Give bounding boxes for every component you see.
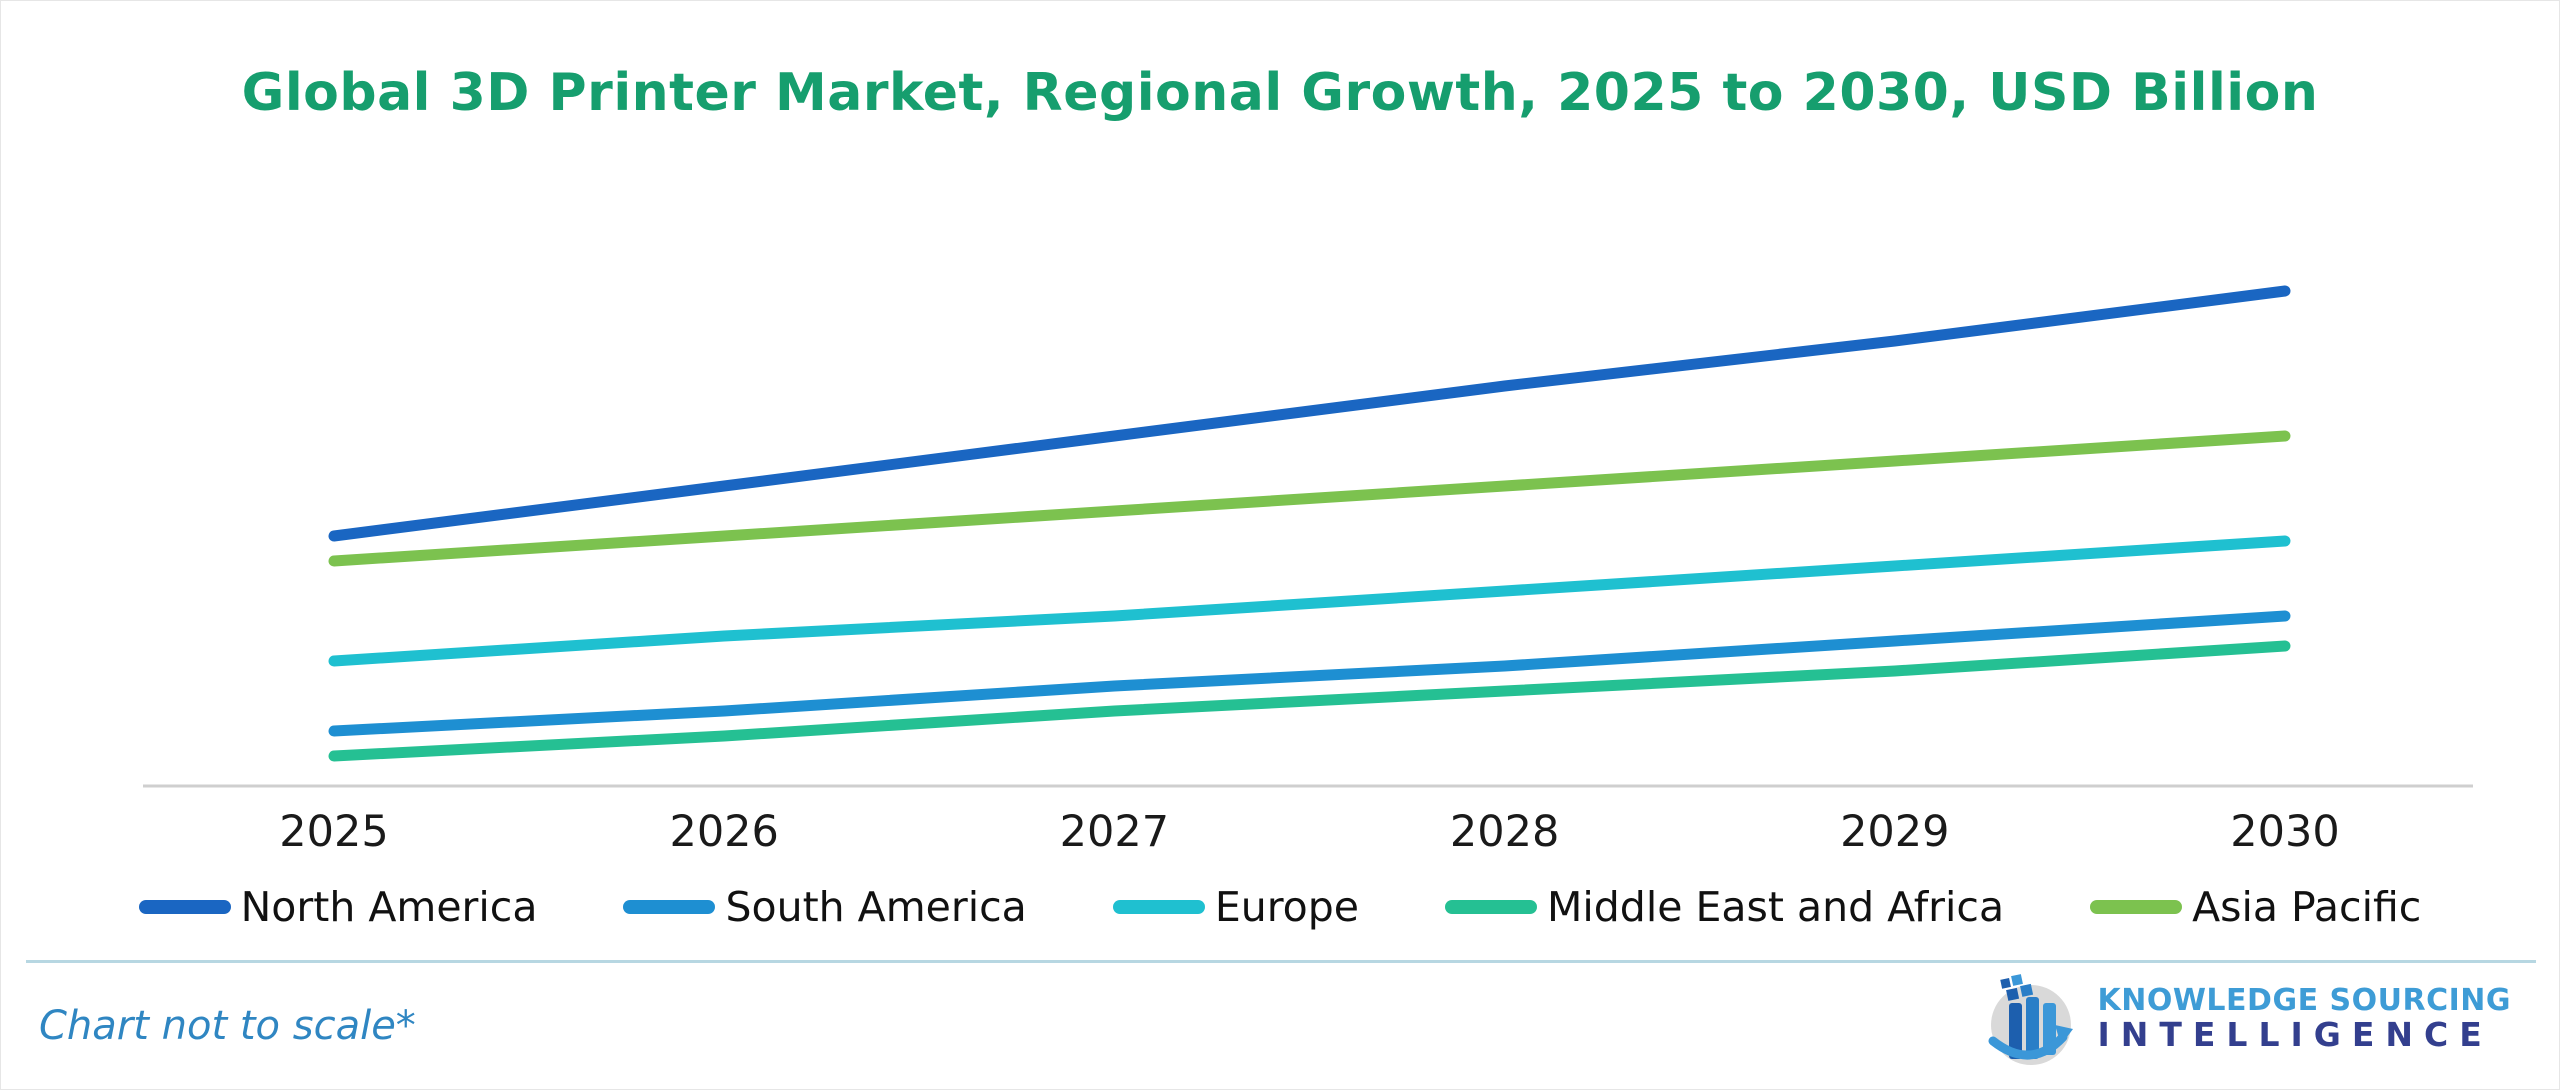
x-tick-label-2027: 2027 [1059,807,1170,857]
legend-item-south-america: South America [623,883,1027,931]
legend-item-middle-east-and-africa: Middle East and Africa [1445,883,2004,931]
legend-label: South America [725,883,1027,931]
legend-label: Europe [1214,883,1359,931]
series-line-north-america [328,285,2291,542]
logo-globe-icon [1988,974,2074,1065]
legend-swatch [2090,900,2183,914]
legend-label: Middle East and Africa [1547,883,2005,931]
legend-swatch [1112,900,1205,914]
x-tick-label-2025: 2025 [279,807,389,857]
chart-scale-footnote: Chart not to scale* [39,1003,416,1049]
legend-label: Asia Pacific [2192,883,2422,931]
legend-swatch [1445,900,1537,914]
legend-item-europe: Europe [1112,883,1359,931]
legend-item-north-america: North America [138,883,538,931]
series-line-asia-pacific [328,430,2291,567]
x-tick-label-2026: 2026 [669,807,779,857]
legend-swatch [138,900,231,914]
chart-svg [143,285,2473,788]
series-line-middle-east-and-africa [328,640,2291,762]
legend-label: North America [240,883,538,931]
series-line-europe [328,535,2291,667]
x-tick-label-2029: 2029 [1840,807,1950,857]
x-axis-tick-labels: 2025 2026 2027 2028 2029 2030 [1,807,2559,861]
legend-swatch [623,900,716,914]
footer-separator [26,960,2536,963]
legend: North America South America Europe Middle E… [1,883,2559,931]
logo-line1: KNOWLEDGE SOURCING [2097,982,2511,1018]
legend-item-asia-pacific: Asia Pacific [2090,883,2421,931]
series-line-south-america [328,610,2291,737]
logo-line2: INTELLIGENCE [2097,1015,2493,1055]
x-tick-label-2028: 2028 [1449,807,1560,857]
logo-text: KNOWLEDGE SOURCING INTELLIGENCE [2097,982,2511,1055]
page-title: Global 3D Printer Market, Regional Growt… [241,63,2319,123]
knowledge-sourcing-logo: KNOWLEDGE SOURCING INTELLIGENCE [1979,967,2511,1071]
x-tick-label-2030: 2030 [2230,807,2340,857]
